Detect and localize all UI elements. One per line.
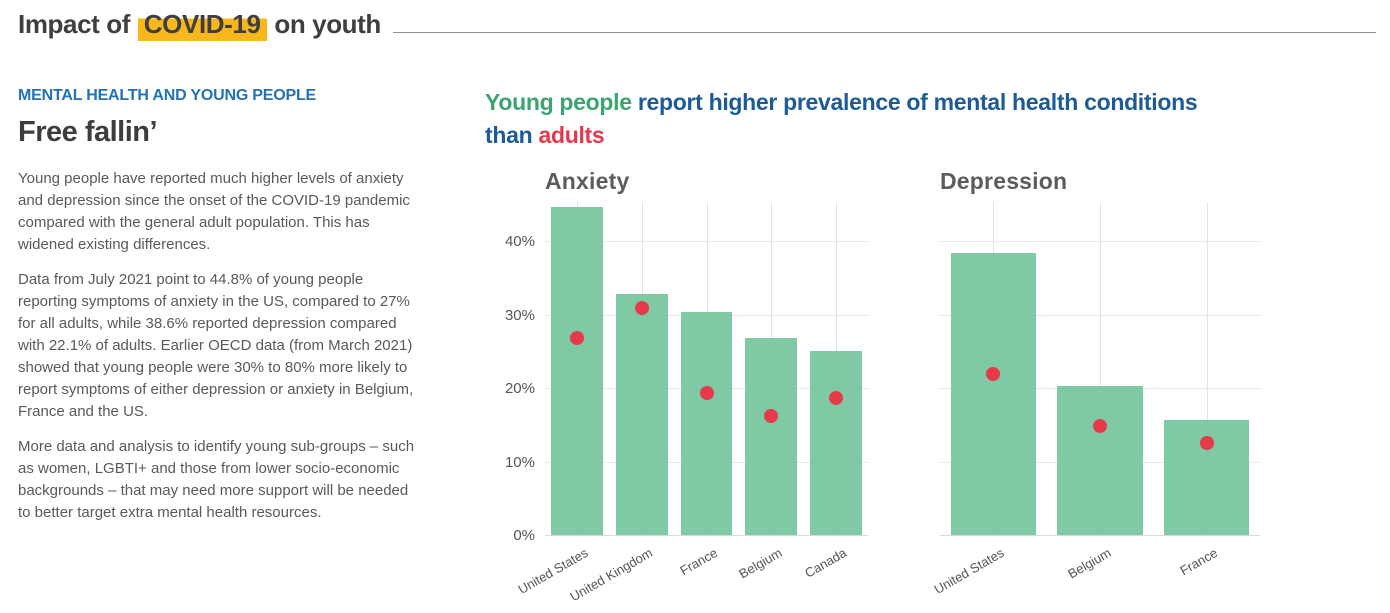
gridline-vertical — [1206, 202, 1208, 536]
adult-point — [764, 409, 779, 424]
article-paragraph-1: Young people have reported much higher l… — [18, 170, 410, 253]
page-title-highlight: COVID-19 — [137, 9, 267, 41]
chart-section: Young people report higher prevalence of… — [485, 86, 1390, 611]
page-header: Impact of COVID-19 on youth — [0, 0, 1390, 41]
facet-depression: Depression United States Belgium France — [932, 167, 1260, 611]
bar — [745, 337, 797, 536]
x-tick-label: Belgium — [1065, 545, 1114, 582]
bar — [950, 252, 1036, 536]
bar — [680, 312, 733, 536]
x-tick-label: United States — [931, 545, 1007, 598]
bar — [551, 207, 604, 536]
article-paragraph-2: Data from July 2021 point to 44.8% of yo… — [18, 271, 414, 420]
content: MENTAL HEALTH AND YOUNG PEOPLE Free fall… — [0, 86, 1390, 611]
article-heading: Free fallin’ — [18, 116, 158, 148]
y-tick-label: 30% — [504, 306, 535, 324]
facet-title: Anxiety — [545, 168, 630, 194]
x-axis-labels: United States Belgium France — [932, 536, 1260, 611]
plot-area — [940, 202, 1260, 536]
bar — [809, 351, 862, 536]
section-kicker: MENTAL HEALTH AND YOUNG PEOPLE — [18, 87, 317, 104]
x-tick-label: Canada — [802, 545, 850, 581]
chart-headline-than: than — [485, 122, 539, 148]
x-tick-label: France — [1177, 545, 1221, 579]
x-tick-label: France — [677, 545, 720, 579]
chart-headline-adults: adults — [538, 122, 605, 148]
x-axis-line — [940, 535, 1260, 536]
page-title: Impact of COVID-19 on youth — [18, 9, 381, 41]
facet-anxiety: Anxiety 0% 10% 20% 30% 40% United States United… — [505, 167, 868, 611]
adult-point — [634, 301, 649, 316]
adult-point — [1199, 435, 1214, 450]
facet-title: Depression — [940, 168, 1068, 194]
adult-point — [828, 391, 843, 405]
page-title-suffix: on youth — [267, 9, 381, 39]
adult-point — [986, 366, 1001, 381]
chart-headline-young-people: Young people — [485, 89, 632, 115]
plot-area: 0% 10% 20% 30% 40% — [505, 202, 868, 544]
article-paragraph-3: More data and analysis to identify young… — [18, 438, 415, 521]
y-tick-label: 20% — [504, 380, 535, 398]
chart-headline-line2: than adults — [485, 119, 1390, 152]
x-tick-label: Belgium — [736, 545, 785, 582]
bar — [616, 293, 668, 536]
chart-headline-line1: Young people report higher prevalence of… — [485, 86, 1390, 119]
y-tick-label: 10% — [504, 453, 535, 471]
page-title-prefix: Impact of — [18, 9, 137, 39]
chart-headline: Young people report higher prevalence of… — [485, 86, 1390, 152]
y-tick-label: 40% — [504, 233, 535, 251]
x-axis-labels: United States United Kingdom France Belgium… — [516, 536, 868, 611]
y-tick-label: 0% — [513, 527, 535, 544]
adult-point — [570, 330, 585, 345]
bar — [1057, 386, 1143, 536]
gridline-vertical — [1100, 202, 1101, 536]
chart-headline-main: report higher prevalence of mental healt… — [631, 89, 1198, 115]
x-axis-line — [545, 535, 868, 536]
adult-point — [1093, 418, 1107, 433]
adult-point — [699, 385, 714, 400]
charts-row: Anxiety 0% 10% 20% 30% 40% United States United… — [485, 167, 1390, 611]
header-rule — [392, 32, 1376, 33]
article-column: MENTAL HEALTH AND YOUNG PEOPLE Free fall… — [18, 86, 422, 611]
